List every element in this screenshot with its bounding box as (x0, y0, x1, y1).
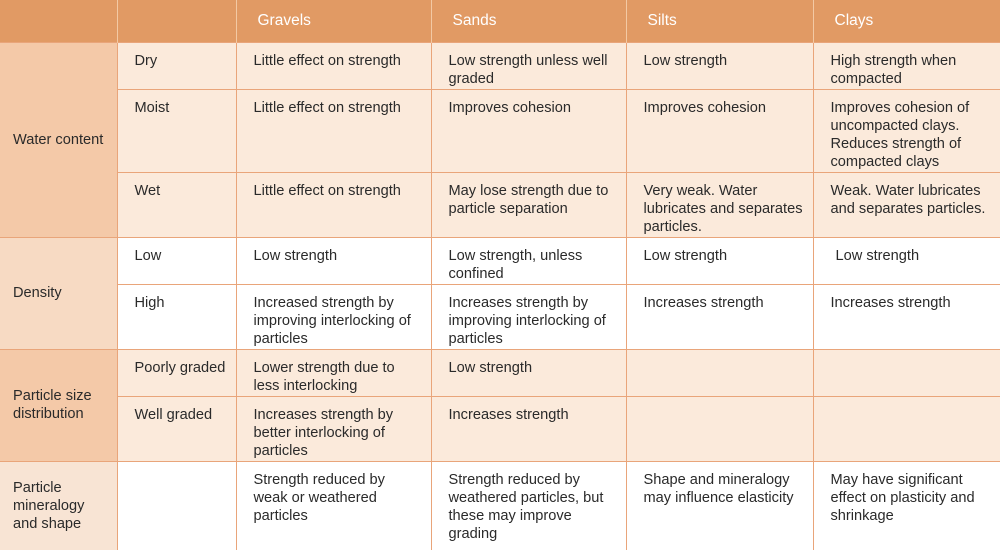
cell-gravels: Strength reduced by weak or weathered pa… (235, 460, 431, 550)
cell-sands: Increases strength by improving interloc… (430, 283, 626, 349)
row-label-dry: Dry (116, 41, 236, 89)
header-subcategory (116, 0, 236, 42)
cell-gravels: Increased strength by improving interloc… (235, 283, 431, 349)
cell-gravels: Low strength (235, 236, 431, 284)
cell-clays (812, 395, 1000, 461)
header-corner (0, 0, 117, 42)
cell-sands: Low strength, unless confined (430, 236, 626, 284)
cell-silts (625, 348, 813, 396)
cell-gravels: Little effect on strength (235, 171, 431, 237)
cell-sands: Strength reduced by weathered particles,… (430, 460, 626, 550)
row-group-water-content: Water content (0, 41, 117, 237)
cell-clays: Increases strength (812, 283, 1000, 349)
header-clays: Clays (812, 0, 1000, 42)
table-row: High Increased strength by improving int… (0, 283, 1000, 349)
row-label-moist: Moist (116, 88, 236, 172)
row-label-poorly-graded: Poorly graded (116, 348, 236, 396)
cell-gravels: Lower strength due to less interlocking (235, 348, 431, 396)
cell-sands: May lose strength due to particle separa… (430, 171, 626, 237)
cell-silts (625, 395, 813, 461)
table-row: Wet Little effect on strength May lose s… (0, 171, 1000, 237)
cell-clays: May have significant effect on plasticit… (812, 460, 1000, 550)
cell-clays: Weak. Water lubricates and separates par… (812, 171, 1000, 237)
cell-silts: Low strength (625, 41, 813, 89)
cell-sands: Increases strength (430, 395, 626, 461)
table-row: Particle size distribution Poorly graded… (0, 348, 1000, 461)
header-row: Gravels Sands Silts Clays (0, 0, 1000, 42)
cell-silts: Low strength (625, 236, 813, 284)
header-silts: Silts (625, 0, 813, 42)
table-row: Particle mineralogy and shape Strength r… (0, 460, 1000, 550)
row-label-high: High (116, 283, 236, 349)
cell-sands: Low strength unless well graded (430, 41, 626, 89)
cell-clays: High strength when compacted (812, 41, 1000, 89)
row-group-particle-mineralogy: Particle mineralogy and shape (0, 460, 117, 550)
cell-silts: Very weak. Water lubricates and separate… (625, 171, 813, 237)
row-group-particle-size-distribution: Particle size distribution (0, 348, 117, 461)
cell-silts: Shape and mineralogy may influence elast… (625, 460, 813, 550)
row-group-density: Density (0, 236, 117, 349)
cell-gravels: Little effect on strength (235, 41, 431, 89)
row-label-low: Low (116, 236, 236, 284)
row-label-empty (116, 460, 236, 550)
cell-clays: Improves cohesion of uncompacted clays. … (812, 88, 1000, 172)
row-label-wet: Wet (116, 171, 236, 237)
header-gravels: Gravels (235, 0, 431, 42)
cell-sands: Improves cohesion (430, 88, 626, 172)
cell-silts: Improves cohesion (625, 88, 813, 172)
header-sands: Sands (430, 0, 626, 42)
table-row: Water content Dry Little effect on stren… (0, 41, 1000, 237)
cell-silts: Increases strength (625, 283, 813, 349)
cell-clays (812, 348, 1000, 396)
cell-gravels: Increases strength by better interlockin… (235, 395, 431, 461)
table-row: Well graded Increases strength by better… (0, 395, 1000, 461)
table-row: Moist Little effect on strength Improves… (0, 88, 1000, 172)
table-row: Density Low Low strength Low strength, u… (0, 236, 1000, 349)
cell-sands: Low strength (430, 348, 626, 396)
row-label-well-graded: Well graded (116, 395, 236, 461)
cell-gravels: Little effect on strength (235, 88, 431, 172)
cell-clays: Low strength (812, 236, 1000, 284)
